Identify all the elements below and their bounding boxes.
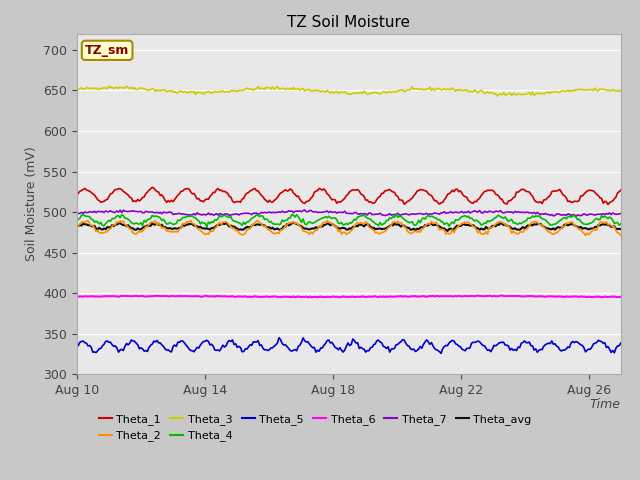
Theta_2 bbox=[548, 231, 556, 237]
Theta_4 bbox=[203, 224, 211, 230]
Theta_7 bbox=[301, 207, 308, 213]
Line: Theta_2: Theta_2 bbox=[77, 220, 621, 236]
Theta_avg bbox=[222, 220, 230, 226]
Theta_2 bbox=[617, 232, 625, 238]
Theta_7 bbox=[404, 212, 412, 217]
Theta_4 bbox=[617, 221, 625, 227]
Theta_2 bbox=[404, 228, 412, 234]
Theta_6 bbox=[511, 293, 519, 299]
Theta_6 bbox=[522, 293, 530, 299]
Line: Theta_5: Theta_5 bbox=[77, 338, 621, 353]
Theta_3 bbox=[404, 87, 412, 93]
Theta_6 bbox=[550, 294, 557, 300]
Theta_3 bbox=[550, 89, 557, 95]
Theta_3 bbox=[172, 90, 180, 96]
Theta_5 bbox=[152, 339, 159, 345]
Theta_7 bbox=[152, 210, 159, 216]
Theta_5 bbox=[404, 343, 412, 348]
Theta_6 bbox=[152, 293, 159, 299]
Theta_1 bbox=[548, 189, 556, 194]
Theta_2 bbox=[187, 217, 195, 223]
Line: Theta_6: Theta_6 bbox=[77, 295, 621, 298]
Theta_5 bbox=[437, 350, 445, 356]
Theta_7 bbox=[171, 211, 179, 217]
Legend: Theta_1, Theta_2, Theta_3, Theta_4, Theta_5, Theta_6, Theta_7, Theta_avg: Theta_1, Theta_2, Theta_3, Theta_4, Thet… bbox=[99, 414, 532, 442]
Theta_avg bbox=[511, 226, 519, 231]
Y-axis label: Soil Moisture (mV): Soil Moisture (mV) bbox=[24, 146, 38, 262]
Theta_5 bbox=[550, 341, 557, 347]
Theta_6 bbox=[171, 293, 179, 299]
Theta_1 bbox=[617, 187, 625, 193]
Theta_2 bbox=[171, 229, 179, 235]
Theta_3 bbox=[511, 91, 519, 97]
Theta_2 bbox=[73, 224, 81, 230]
Theta_7 bbox=[617, 210, 625, 216]
Theta_4 bbox=[522, 218, 530, 224]
Theta_5 bbox=[275, 335, 283, 341]
Theta_avg bbox=[522, 224, 530, 230]
Theta_6 bbox=[498, 292, 506, 298]
Theta_6 bbox=[404, 294, 412, 300]
Theta_6 bbox=[617, 294, 625, 300]
Theta_3 bbox=[73, 86, 81, 92]
Theta_3 bbox=[153, 87, 161, 93]
Theta_4 bbox=[73, 217, 81, 223]
Theta_7 bbox=[548, 212, 556, 217]
Text: TZ_sm: TZ_sm bbox=[85, 44, 129, 57]
Theta_1 bbox=[73, 193, 81, 199]
Theta_2 bbox=[152, 218, 159, 224]
Theta_2 bbox=[509, 228, 517, 234]
Theta_4 bbox=[152, 213, 159, 219]
Theta_5 bbox=[522, 340, 530, 346]
Title: TZ Soil Moisture: TZ Soil Moisture bbox=[287, 15, 410, 30]
Theta_4 bbox=[405, 220, 413, 226]
Theta_1 bbox=[153, 189, 161, 194]
Theta_5 bbox=[511, 347, 519, 352]
Theta_avg bbox=[404, 225, 412, 230]
Line: Theta_1: Theta_1 bbox=[77, 187, 621, 204]
Theta_avg bbox=[617, 226, 625, 232]
Theta_3 bbox=[493, 93, 501, 99]
Theta_5 bbox=[171, 342, 179, 348]
Line: Theta_7: Theta_7 bbox=[77, 210, 621, 216]
Theta_4 bbox=[550, 221, 557, 227]
Theta_7 bbox=[73, 210, 81, 216]
Theta_7 bbox=[509, 210, 517, 216]
Theta_avg bbox=[444, 228, 451, 234]
Theta_1 bbox=[172, 194, 180, 200]
Theta_1 bbox=[404, 199, 412, 204]
Theta_avg bbox=[550, 226, 557, 231]
Theta_7 bbox=[572, 214, 580, 219]
Theta_7 bbox=[521, 210, 529, 216]
Theta_avg bbox=[171, 225, 179, 231]
Theta_4 bbox=[392, 211, 400, 217]
Theta_3 bbox=[522, 91, 530, 97]
Theta_5 bbox=[73, 344, 81, 350]
Theta_1 bbox=[509, 195, 517, 201]
Theta_avg bbox=[73, 224, 81, 229]
Theta_1 bbox=[148, 184, 156, 190]
Theta_1 bbox=[521, 187, 529, 192]
Theta_3 bbox=[617, 88, 625, 94]
Line: Theta_3: Theta_3 bbox=[77, 86, 621, 96]
Theta_avg bbox=[152, 222, 159, 228]
Text: Time: Time bbox=[590, 398, 621, 411]
Theta_3 bbox=[123, 83, 131, 89]
Theta_6 bbox=[73, 294, 81, 300]
Theta_1 bbox=[604, 202, 612, 207]
Line: Theta_4: Theta_4 bbox=[77, 214, 621, 227]
Theta_2 bbox=[521, 227, 529, 232]
Theta_2 bbox=[582, 233, 589, 239]
Line: Theta_avg: Theta_avg bbox=[77, 223, 621, 231]
Theta_6 bbox=[304, 295, 312, 300]
Theta_4 bbox=[171, 221, 179, 227]
Theta_5 bbox=[617, 340, 625, 346]
Theta_4 bbox=[511, 220, 519, 226]
